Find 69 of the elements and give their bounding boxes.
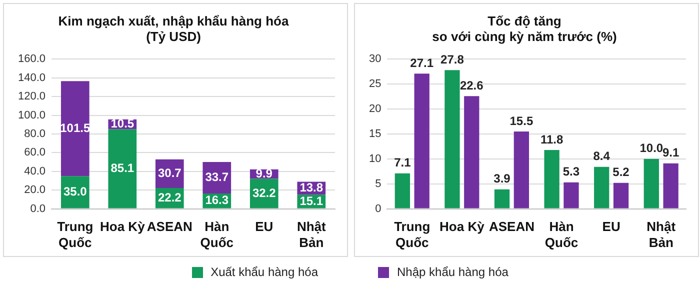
bar — [564, 182, 579, 208]
data-label: 27.1 — [410, 56, 434, 70]
bar — [464, 96, 480, 208]
bar — [414, 74, 430, 208]
data-label: 7.1 — [394, 156, 412, 170]
data-label: 11.8 — [540, 132, 564, 146]
data-label: 85.1 — [110, 161, 134, 176]
data-label: 3.9 — [494, 172, 511, 186]
bar — [594, 166, 610, 208]
data-label: 22.2 — [158, 190, 182, 204]
x-tick-label: EU — [255, 219, 274, 234]
bar — [514, 132, 530, 208]
bar — [544, 150, 560, 208]
data-label: 30.7 — [158, 166, 182, 180]
x-tick-label: EU — [602, 219, 620, 234]
x-tick-label: Nhật Bản — [296, 219, 326, 250]
y-tick-label: 5 — [375, 178, 382, 190]
y-tick-label: 25 — [368, 78, 382, 90]
y-tick-label: 15 — [368, 128, 382, 140]
data-label: 10.0 — [640, 141, 664, 156]
x-tick-label: ASEAN — [146, 219, 192, 234]
x-tick-label: Trung Quốc — [57, 219, 94, 250]
chart-title: Kim ngạch xuất, nhập khẩu hàng hóa (Tỷ USD) — [58, 13, 290, 44]
data-label: 32.2 — [252, 186, 276, 200]
bar — [108, 129, 137, 208]
data-label: 15.5 — [510, 114, 534, 128]
data-label: 13.8 — [300, 180, 324, 195]
data-label: 9.1 — [662, 146, 680, 160]
data-label: 5.2 — [612, 165, 630, 180]
data-label: 9.9 — [256, 166, 273, 180]
data-label: 22.6 — [460, 78, 484, 92]
bar — [60, 81, 90, 176]
bar — [494, 189, 510, 208]
y-tick-label: 20.0 — [24, 184, 46, 196]
legend-label: Xuất khẩu hàng hóa — [210, 265, 318, 279]
bar — [394, 173, 410, 208]
data-label: 10.5 — [110, 116, 134, 131]
y-tick-label: 0 — [375, 202, 382, 215]
y-tick-label: 80.0 — [24, 128, 46, 140]
chart-title: Tốc độ tăng so với cùng kỳ năm trước (%) — [432, 13, 617, 44]
bar — [613, 182, 629, 208]
y-tick-label: 100.0 — [18, 109, 46, 122]
data-label: 8.4 — [593, 149, 610, 164]
legend-label: Nhập khẩu hàng hóa — [397, 265, 508, 279]
y-tick-label: 140.0 — [18, 72, 46, 84]
x-tick-label: Hoa Kỳ — [440, 219, 486, 234]
y-tick-label: 160.0 — [18, 53, 46, 66]
x-tick-label: Nhật Bản — [646, 219, 676, 250]
y-tick-label: 20 — [368, 103, 382, 116]
data-label: 35.0 — [63, 184, 88, 198]
data-label: 33.7 — [205, 170, 229, 184]
data-label: 15.1 — [300, 194, 324, 208]
y-tick-label: 10 — [368, 152, 382, 165]
y-tick-label: 120.0 — [18, 90, 46, 103]
x-tick-label: Hàn Quốc — [544, 219, 578, 250]
data-label: 27.8 — [440, 52, 464, 66]
x-tick-label: ASEAN — [488, 219, 534, 234]
bar — [644, 158, 659, 208]
y-tick-label: 0.0 — [30, 202, 46, 215]
y-tick-label: 30 — [368, 53, 382, 66]
bar — [663, 163, 678, 208]
data-label: 5.3 — [562, 164, 580, 179]
x-tick-label: Hoa Kỳ — [100, 219, 146, 234]
y-tick-label: 60.0 — [24, 146, 46, 159]
x-tick-label: Hàn Quốc — [200, 219, 234, 250]
y-tick-label: 40.0 — [24, 165, 46, 178]
bar — [444, 70, 460, 208]
data-label: 16.3 — [205, 193, 229, 208]
x-tick-label: Trung Quốc — [394, 219, 430, 250]
